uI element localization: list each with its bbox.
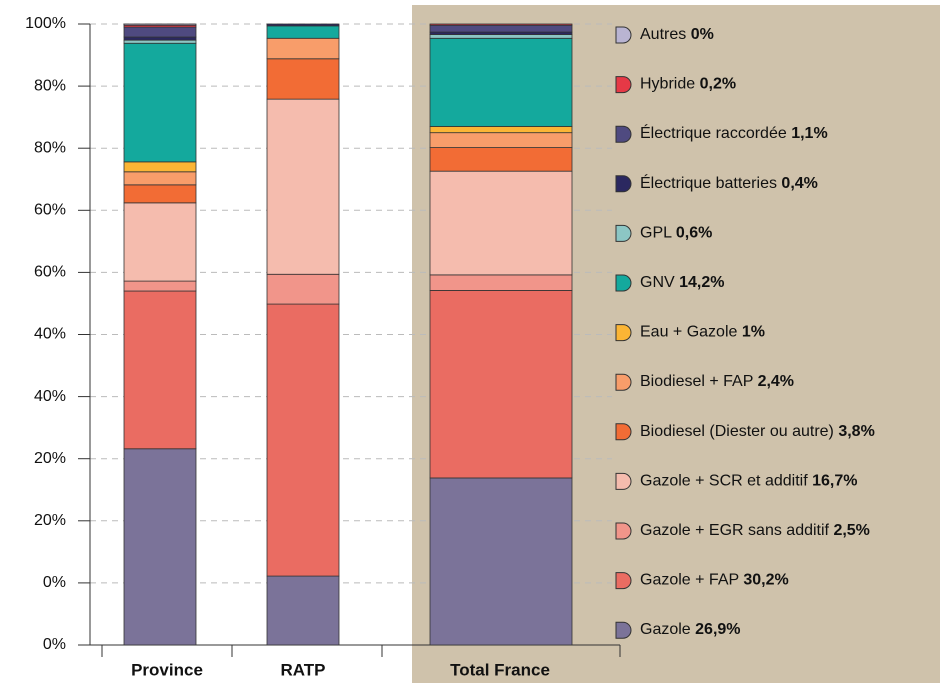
bar-segment [123,42,197,163]
legend-marker [615,324,632,342]
bar-segment [266,58,340,100]
bar-segment [429,170,573,276]
legend-value: 0% [691,26,714,43]
legend-entry: GNV 14,2% [640,274,725,291]
legend-marker [615,175,632,193]
legend-value: 0,2% [700,76,736,93]
bar-segment [429,132,573,148]
legend-value: 26,9% [695,621,740,638]
legend-marker [615,76,632,94]
bar-segment [266,273,340,305]
bar-segment [429,126,573,134]
bar-segment [266,303,340,577]
legend-marker [615,621,632,639]
legend-name: Électrique batteries [640,173,777,192]
legend-name: Hybride [640,76,695,93]
bar-segment [123,202,197,282]
legend-name: Gazole + SCR et additif [640,473,808,490]
y-tick-label: 0% [43,636,66,653]
legend-value: 1,1% [791,125,827,142]
legend-entry: Gazole + FAP 30,2% [640,572,789,589]
legend-entry: GPL 0,6% [640,225,712,242]
legend-entry: Gazole + SCR et additif 16,7% [640,473,857,490]
bar-segment [123,184,197,204]
y-tick-label: 100% [25,15,66,32]
legend-marker [615,274,632,292]
legend-marker [615,572,632,590]
legend-entry: Électrique raccordée 1,1% [640,123,828,142]
legend-marker [615,125,632,143]
legend-entry: Biodiesel + FAP 2,4% [640,373,794,390]
bar-segment [429,147,573,172]
bar-segment [429,23,573,26]
bar-segment [123,26,197,38]
bar-segment [266,575,340,646]
legend-entry: Gazole + EGR sans additif 2,5% [640,522,870,539]
legend-value: 2,4% [758,373,794,390]
legend-value: 3,8% [838,423,874,440]
y-tick-label: 0% [43,574,66,591]
legend-marker [615,472,632,490]
bar-segment [429,24,573,33]
legend-entry: Hybride 0,2% [640,76,736,93]
legend-value: 0,4% [781,175,817,192]
bar-segment [266,98,340,275]
legend-value: 1% [742,324,765,341]
bar-segment [266,23,340,27]
legend-name: Gazole + FAP [640,572,739,589]
legend-name: Eau + Gazole [640,324,738,341]
bar-segment [429,34,573,39]
bar-segment [266,25,340,39]
legend-marker [615,26,632,44]
bar-segment [123,171,197,186]
y-tick-label: 80% [34,77,66,94]
legend-name: Gazole [640,621,691,638]
bar-segment [123,290,197,450]
bar-segment [429,37,573,127]
bar-segment [429,477,573,646]
legend-entry: Autres 0% [640,26,714,43]
legend-value: 16,7% [812,473,857,490]
legend-name: GNV [640,274,675,291]
bar-segment [429,290,573,479]
legend-value: 0,6% [676,225,712,242]
legend-name: Autres [640,26,686,43]
x-tick-label: Total France [450,660,550,679]
bar-segment [123,23,197,26]
y-tick-label: 40% [34,388,66,405]
legend-entry: Eau + Gazole 1% [640,324,765,341]
bar-segment [123,161,197,173]
bar-segment [429,274,573,291]
bar-segment [123,39,197,44]
legend-name: Gazole + EGR sans additif [640,522,830,539]
x-tick-label: RATP [280,660,325,679]
y-tick-label: 60% [34,202,66,219]
y-tick-label: 20% [34,512,66,529]
bar-segment [266,37,340,60]
legend-name: Biodiesel (Diester ou autre) [640,423,834,440]
bar-segment [123,36,197,41]
legend-entry: Électrique batteries 0,4% [640,173,818,192]
y-tick-label: 60% [34,264,66,281]
bar-segment [123,280,197,292]
legend-value: 30,2% [743,572,788,589]
legend-value: 2,5% [833,522,869,539]
legend-name: Électrique raccordée [640,123,787,142]
legend-marker [615,373,632,391]
y-tick-label: 20% [34,450,66,467]
legend-entry: Gazole 26,9% [640,621,741,638]
y-tick-label: 40% [34,326,66,343]
legend-name: GPL [640,225,672,242]
legend-marker [615,224,632,242]
x-tick-label: Province [131,660,203,679]
legend-marker [615,423,632,441]
legend-value: 14,2% [679,274,724,291]
legend-marker [615,522,632,540]
bar-segment [123,448,197,646]
y-tick-label: 80% [34,139,66,156]
legend-name: Biodiesel + FAP [640,373,753,390]
legend-entry: Biodiesel (Diester ou autre) 3,8% [640,423,875,440]
